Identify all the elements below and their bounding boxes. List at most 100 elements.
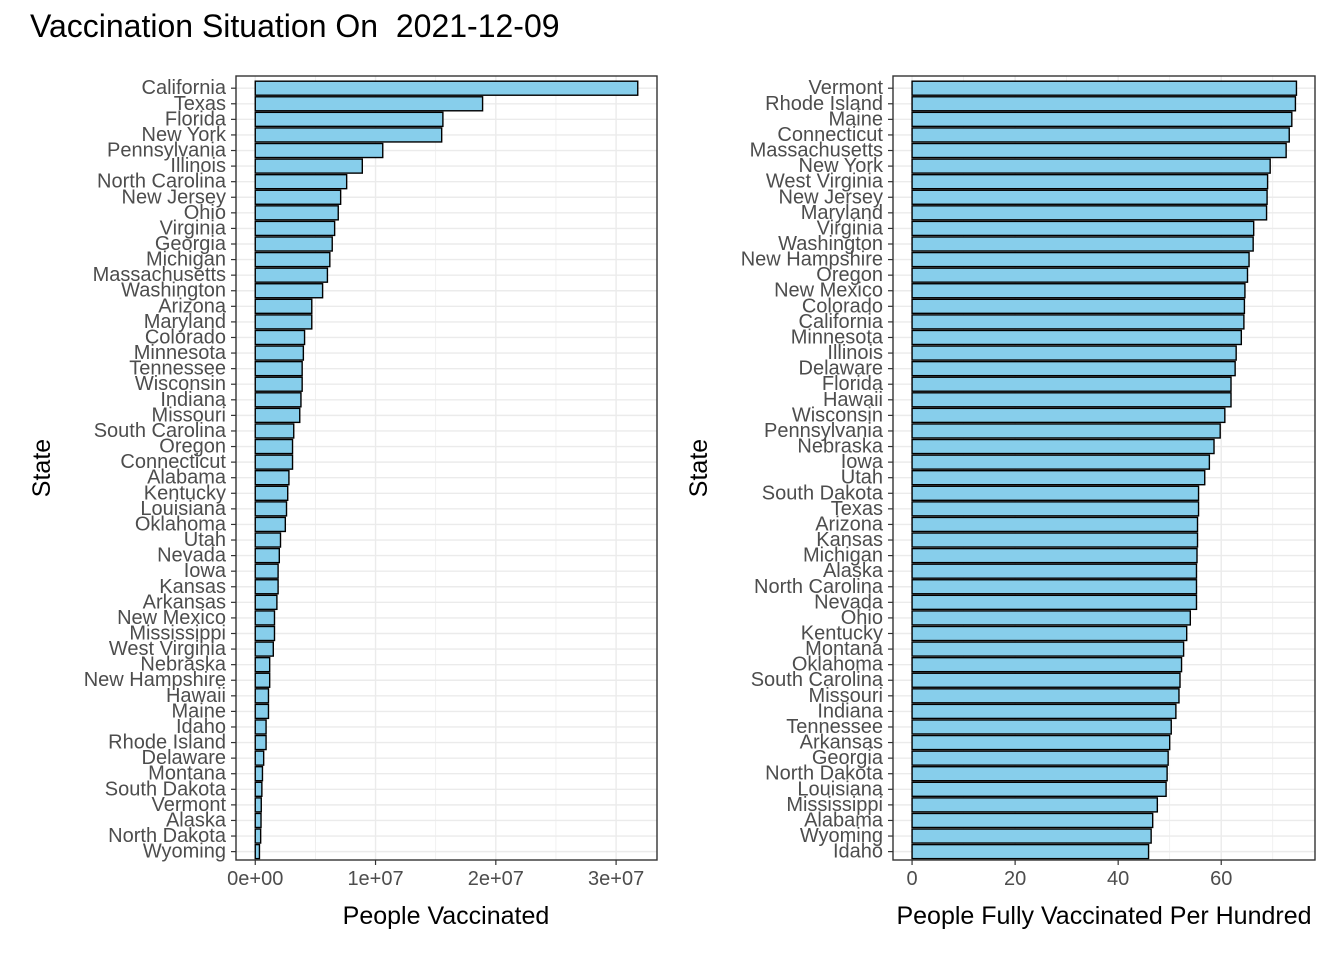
bar	[254, 750, 265, 766]
y-tick-label: Georgia	[812, 747, 884, 769]
y-tick-label: Alabama	[147, 467, 227, 489]
bar	[254, 579, 279, 595]
y-tick-label: Montana	[148, 763, 227, 785]
bar	[254, 547, 281, 564]
bar	[254, 501, 288, 517]
bar	[254, 189, 342, 205]
bar	[254, 96, 484, 112]
y-tick-label: Iowa	[184, 560, 227, 582]
bar	[911, 563, 1198, 579]
bar	[911, 267, 1249, 283]
bar	[911, 438, 1215, 455]
bar	[911, 781, 1167, 798]
bar	[254, 797, 262, 813]
bar	[911, 719, 1172, 735]
y-tick-label: Virginia	[817, 217, 884, 239]
bar	[911, 843, 1150, 860]
bar	[911, 345, 1237, 361]
bar	[911, 96, 1297, 112]
bar	[911, 610, 1192, 626]
bar	[911, 407, 1226, 424]
y-tick-label: Michigan	[146, 249, 226, 271]
bar	[254, 594, 278, 611]
y-tick-label: Wisconsin	[792, 404, 883, 426]
y-tick-label: Nevada	[814, 591, 884, 613]
bar	[911, 672, 1181, 688]
bar	[254, 251, 331, 268]
bar	[254, 719, 267, 735]
bar	[911, 423, 1221, 439]
bar	[254, 376, 303, 392]
bar	[254, 236, 333, 252]
panel-border	[892, 75, 1316, 861]
bar	[254, 423, 295, 439]
y-tick-label: Oregon	[159, 436, 226, 458]
y-tick-label: North Carolina	[754, 576, 884, 598]
y-tick-label: Idaho	[833, 841, 883, 863]
y-tick-label: Hawaii	[166, 685, 226, 707]
y-tick-label: Texas	[831, 498, 883, 520]
bar	[911, 454, 1211, 470]
y-tick-label: New Mexico	[117, 607, 226, 629]
y-tick-label: Arkansas	[800, 732, 883, 754]
bar	[911, 251, 1250, 268]
bar	[911, 625, 1188, 642]
y-tick-label: Indiana	[817, 700, 883, 722]
y-tick-label: Wisconsin	[135, 373, 226, 395]
bar	[254, 80, 639, 96]
bar	[911, 283, 1246, 299]
y-tick-label: Hawaii	[823, 389, 883, 411]
bar	[254, 283, 324, 299]
y-tick-label: Illinois	[170, 155, 226, 177]
y-tick-label: Pennsylvania	[107, 140, 227, 162]
y-tick-label: Maine	[829, 108, 883, 130]
y-tick-label: Illinois	[827, 342, 883, 364]
bar	[911, 516, 1199, 533]
bar	[911, 812, 1154, 829]
bar	[254, 329, 306, 346]
y-tick-label: Missouri	[809, 685, 883, 707]
x-axis-title: People Vaccinated	[343, 902, 550, 930]
y-tick-label: New York	[799, 155, 884, 177]
y-tick-label: Utah	[841, 467, 883, 489]
y-tick-label: Mississippi	[129, 623, 226, 645]
y-tick-label: Florida	[165, 108, 227, 130]
y-tick-label: Missouri	[152, 404, 226, 426]
bar	[911, 579, 1198, 595]
y-tick-label: Alaska	[823, 560, 884, 582]
y-tick-label: Rhode Island	[108, 732, 226, 754]
bar	[254, 812, 262, 829]
y-tick-label: Wyoming	[143, 841, 226, 863]
y-tick-label: Iowa	[841, 451, 884, 473]
bar	[911, 392, 1232, 408]
y-tick-label: Massachusetts	[750, 140, 883, 162]
y-tick-label: Washington	[121, 280, 226, 302]
bar	[254, 407, 301, 424]
bar	[254, 781, 263, 798]
bar	[254, 158, 363, 174]
panel-border	[235, 75, 658, 861]
bar	[911, 750, 1169, 766]
y-tick-label: Maryland	[144, 311, 226, 333]
y-tick-label: New York	[142, 124, 227, 146]
y-tick-label: Alabama	[804, 809, 884, 831]
bar	[254, 656, 271, 673]
bar	[911, 127, 1290, 143]
y-tick-label: Maine	[172, 700, 226, 722]
y-tick-label: Massachusetts	[93, 264, 226, 286]
bar	[254, 563, 279, 579]
y-tick-label: Kansas	[816, 529, 883, 551]
bar	[911, 656, 1183, 673]
x-tick-label: 60	[1210, 868, 1232, 890]
y-tick-label: Connecticut	[120, 451, 226, 473]
y-tick-label: Ohio	[841, 607, 883, 629]
bar	[254, 703, 270, 720]
bar	[911, 376, 1232, 392]
bar	[254, 766, 264, 782]
bar	[254, 111, 444, 128]
page-title: Vaccination Situation On 2021-12-09	[30, 8, 560, 44]
y-tick-label: Minnesota	[134, 342, 227, 364]
bar	[911, 360, 1236, 377]
